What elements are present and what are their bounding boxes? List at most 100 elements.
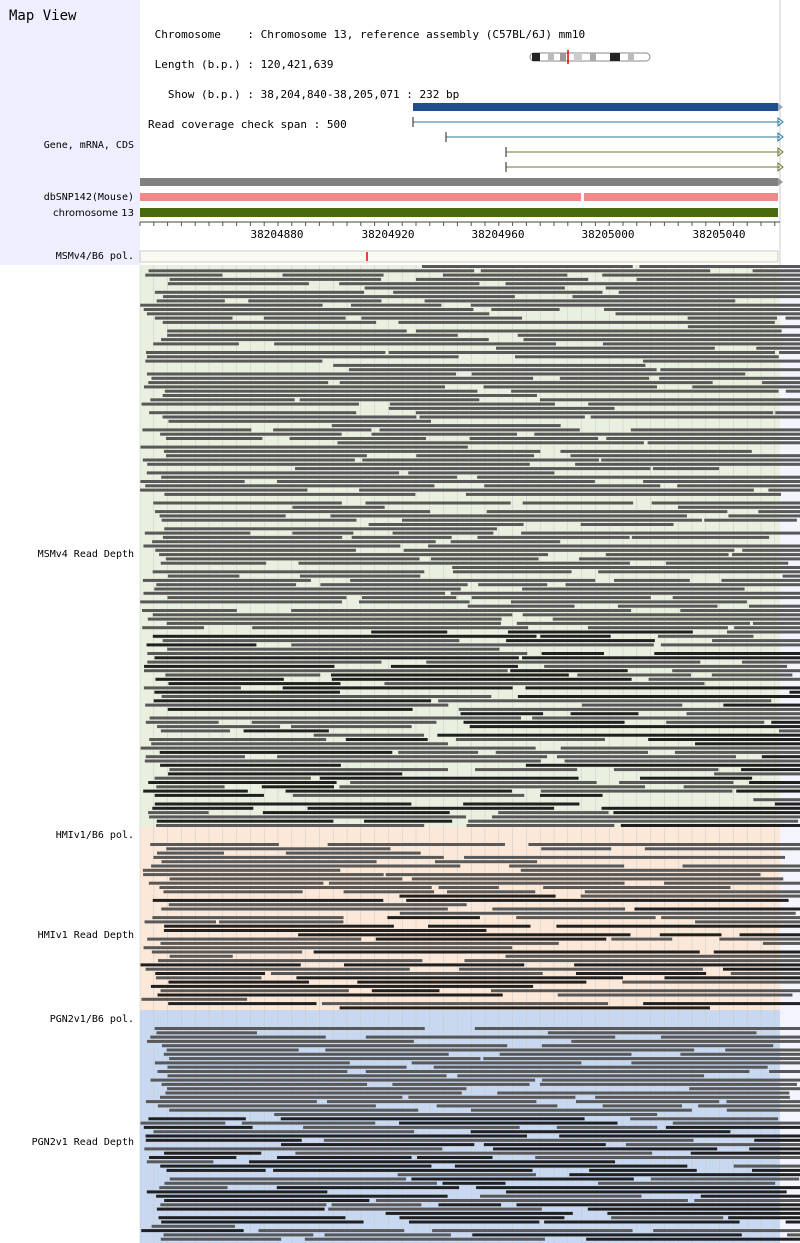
read-alignment[interactable] [477,475,800,479]
read-alignment[interactable] [464,959,800,963]
read-alignment[interactable] [601,458,800,462]
read-alignment[interactable] [478,583,548,587]
read-alignment[interactable] [150,398,295,402]
read-alignment[interactable] [677,484,800,488]
read-alignment[interactable] [304,1237,545,1241]
read-alignment[interactable] [540,789,733,793]
read-alignment[interactable] [466,824,615,827]
read-alignment[interactable] [652,467,720,471]
read-alignment[interactable] [406,898,789,902]
read-alignment[interactable] [147,1039,414,1043]
read-alignment[interactable] [543,886,731,889]
read-alignment[interactable] [388,406,615,410]
read-alignment[interactable] [160,763,341,767]
read-alignment[interactable] [390,664,518,668]
read-alignment[interactable] [704,518,797,522]
read-alignment[interactable] [455,738,605,741]
read-alignment[interactable] [660,1035,800,1039]
read-alignment[interactable] [145,1134,527,1138]
read-alignment[interactable] [483,385,657,389]
read-alignment[interactable] [528,843,800,846]
read-alignment[interactable] [361,316,523,320]
read-alignment[interactable] [313,733,425,737]
read-alignment[interactable] [165,437,263,440]
read-alignment[interactable] [149,716,521,720]
read-alignment[interactable] [161,860,377,864]
read-alignment[interactable] [711,673,793,677]
read-alignment[interactable] [161,518,357,522]
read-alignment[interactable] [163,890,303,894]
read-alignment[interactable] [164,1181,437,1185]
read-alignment[interactable] [787,1233,800,1237]
read-alignment[interactable] [156,976,262,980]
read-alignment[interactable] [142,626,204,630]
read-alignment[interactable] [147,652,528,655]
read-alignment[interactable] [569,1173,800,1177]
read-alignment[interactable] [520,868,800,872]
read-alignment[interactable] [459,967,703,971]
read-alignment[interactable] [140,1121,226,1125]
read-alignment[interactable] [159,553,549,557]
read-alignment[interactable] [713,950,800,954]
read-alignment[interactable] [160,1164,432,1168]
read-alignment[interactable] [321,1002,609,1006]
read-alignment[interactable] [602,273,800,277]
read-alignment[interactable] [166,454,367,458]
read-alignment[interactable] [145,484,435,488]
read-alignment[interactable] [587,1207,800,1211]
read-alignment[interactable] [143,308,474,311]
read-alignment[interactable] [327,843,505,846]
read-alignment[interactable] [152,540,436,544]
read-alignment[interactable] [602,1104,683,1108]
read-alignment[interactable] [150,984,534,988]
read-alignment[interactable] [476,1186,800,1190]
read-alignment[interactable] [540,634,611,638]
read-alignment[interactable] [399,1121,618,1125]
read-alignment[interactable] [164,1199,370,1202]
read-alignment[interactable] [602,342,800,346]
read-alignment[interactable] [150,1035,326,1039]
read-alignment[interactable] [769,1070,800,1073]
read-alignment[interactable] [147,617,502,621]
read-alignment[interactable] [506,1190,787,1194]
read-alignment[interactable] [292,505,385,509]
read-alignment[interactable] [241,1121,376,1125]
read-alignment[interactable] [330,673,569,677]
read-alignment[interactable] [313,950,700,954]
read-alignment[interactable] [619,781,734,784]
read-alignment[interactable] [756,346,800,350]
read-alignment[interactable] [762,381,800,385]
read-alignment[interactable] [586,1237,800,1241]
read-alignment[interactable] [782,574,800,578]
read-alignment[interactable] [419,415,585,419]
read-alignment[interactable] [686,712,800,716]
read-alignment[interactable] [589,1168,697,1172]
read-alignment[interactable] [291,609,632,612]
read-alignment[interactable] [157,959,423,963]
read-alignment[interactable] [337,441,644,445]
read-alignment[interactable] [165,557,420,561]
read-alignment[interactable] [359,488,754,492]
read-alignment[interactable] [581,703,683,707]
read-alignment[interactable] [734,626,800,630]
read-alignment[interactable] [639,265,800,268]
read-alignment[interactable] [753,798,800,802]
read-alignment[interactable] [672,596,800,600]
read-alignment[interactable] [438,1203,502,1207]
read-alignment[interactable] [248,299,382,303]
read-alignment[interactable] [145,755,245,759]
read-alignment[interactable] [442,1181,506,1185]
read-alignment[interactable] [544,664,788,668]
read-alignment[interactable] [507,630,693,634]
read-alignment[interactable] [307,806,555,810]
read-alignment[interactable] [774,802,800,806]
read-alignment[interactable] [495,750,648,754]
read-alignment[interactable] [144,669,508,673]
read-alignment[interactable] [523,338,800,342]
read-alignment[interactable] [163,1233,314,1237]
read-alignment[interactable] [438,699,772,703]
read-alignment[interactable] [588,402,800,406]
read-alignment[interactable] [320,583,468,587]
read-alignment[interactable] [436,1104,558,1108]
read-alignment[interactable] [364,819,453,823]
